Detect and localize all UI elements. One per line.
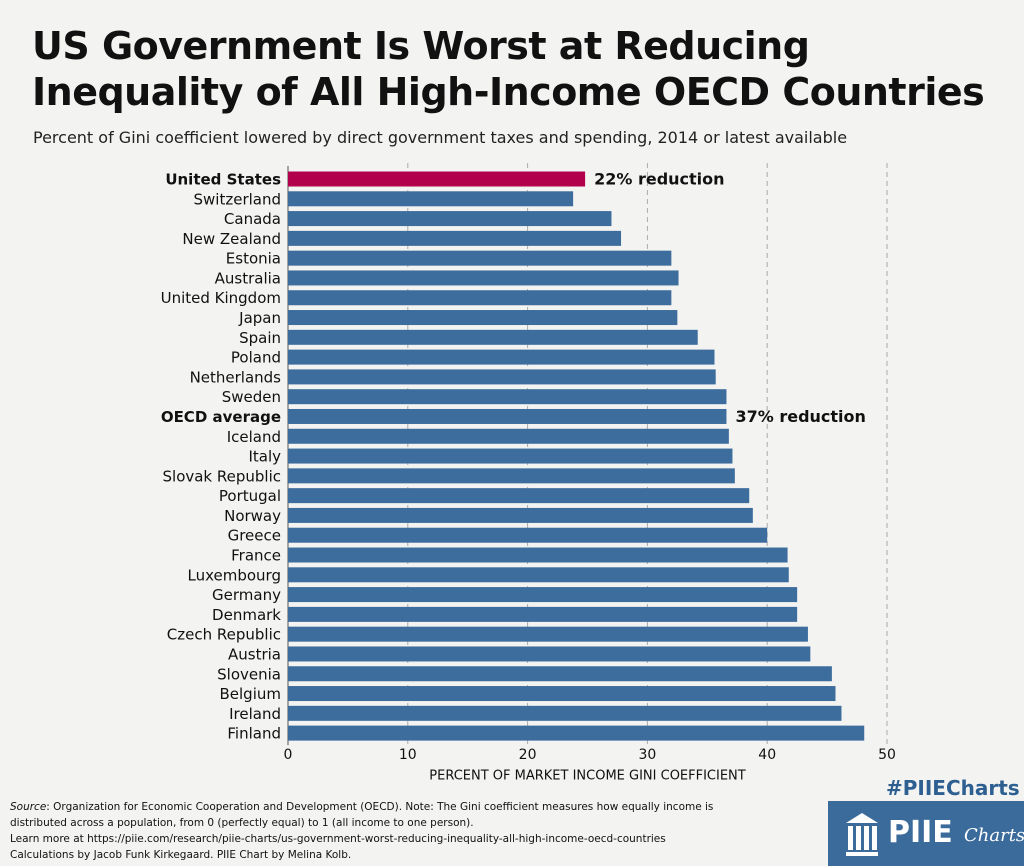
- bar: [288, 408, 727, 424]
- y-tick-label: Spain: [239, 329, 281, 347]
- x-tick-label: 0: [284, 747, 293, 763]
- y-tick-label: Luxembourg: [188, 566, 282, 584]
- y-tick-label: Estonia: [226, 250, 281, 268]
- x-tick-label: 40: [758, 747, 776, 763]
- footer-text: : Organization for Economic Cooperation …: [46, 801, 714, 813]
- bar: [288, 270, 679, 286]
- bar: [288, 606, 798, 622]
- y-tick-label: Canada: [224, 210, 281, 228]
- bar: [288, 211, 612, 227]
- x-axis-label: PERCENT OF MARKET INCOME GINI COEFFICIEN…: [429, 769, 746, 784]
- bar: [288, 666, 832, 682]
- y-tick-label: Germany: [212, 586, 281, 604]
- y-tick-label: Italy: [248, 448, 281, 466]
- footer-line: distributed across a population, from 0 …: [10, 817, 474, 829]
- bar: [288, 527, 768, 543]
- bar: [288, 310, 678, 326]
- bar: [288, 428, 729, 444]
- bar: [288, 448, 733, 464]
- bar: [288, 349, 715, 365]
- y-tick-label: Netherlands: [190, 368, 282, 386]
- y-tick-label: Belgium: [220, 685, 282, 703]
- y-tick-label: Ireland: [229, 705, 281, 723]
- y-tick-label: Denmark: [212, 606, 281, 624]
- y-tick-label: Portugal: [219, 487, 281, 505]
- logo-suffix: Charts: [964, 825, 1024, 846]
- footer-line: Calculations by Jacob Funk Kirkegaard. P…: [10, 849, 352, 861]
- y-tick-label: United States: [165, 171, 281, 189]
- y-tick-label: Austria: [228, 645, 281, 663]
- y-tick-label: Australia: [215, 269, 281, 287]
- annotation: 22% reduction: [594, 170, 724, 189]
- y-tick-label: Greece: [228, 527, 281, 545]
- y-tick-label: Switzerland: [194, 190, 282, 208]
- bar: [288, 507, 753, 523]
- bar: [288, 567, 789, 583]
- y-tick-label: Slovak Republic: [163, 467, 282, 485]
- footer-line: Source: Organization for Economic Cooper…: [10, 799, 713, 815]
- y-tick-label: Sweden: [222, 388, 281, 406]
- bar: [288, 468, 735, 484]
- bar: [288, 191, 574, 207]
- x-tick-label: 10: [399, 747, 417, 763]
- y-tick-label: Czech Republic: [167, 626, 281, 644]
- bar: [288, 389, 727, 405]
- y-tick-label: Finland: [227, 725, 281, 743]
- y-tick-label: Norway: [224, 507, 281, 525]
- hashtag: #PIIECharts: [886, 776, 1020, 800]
- footer-line: Learn more at https://piie.com/research/…: [10, 833, 666, 845]
- title-line: Inequality of All High-Income OECD Count…: [32, 70, 985, 114]
- y-tick-label: United Kingdom: [161, 289, 281, 307]
- title-line: US Government Is Worst at Reducing: [32, 24, 810, 68]
- logo-name: PIIE: [888, 815, 953, 850]
- bar: [288, 725, 865, 741]
- bar: [288, 626, 808, 642]
- bar: [288, 329, 698, 345]
- bar: [288, 488, 750, 504]
- bar: [288, 290, 672, 306]
- bar: [288, 230, 622, 246]
- bar: [288, 547, 788, 563]
- y-tick-label: France: [231, 547, 281, 565]
- x-tick-label: 20: [519, 747, 537, 763]
- y-tick-label: OECD average: [161, 408, 281, 426]
- bar: [288, 587, 798, 603]
- bar: [288, 646, 811, 662]
- bar: [288, 369, 716, 385]
- footer: Source: Organization for Economic Cooper…: [10, 799, 713, 863]
- subtitle: Percent of Gini coefficient lowered by d…: [33, 128, 848, 147]
- y-tick-label: Poland: [231, 349, 281, 367]
- y-tick-label: Japan: [238, 309, 281, 327]
- logo: PIIE Charts: [828, 801, 1024, 866]
- annotation: 37% reduction: [735, 407, 865, 426]
- y-tick-label: Slovenia: [217, 665, 281, 683]
- bar: [288, 250, 672, 266]
- y-tick-label: New Zealand: [182, 230, 281, 248]
- bar: [288, 171, 586, 187]
- logo-icon: [846, 813, 878, 856]
- y-tick-label: Iceland: [227, 428, 281, 446]
- x-tick-label: 30: [638, 747, 656, 763]
- source-label: Source: [10, 801, 47, 813]
- x-tick-label: 50: [878, 747, 896, 763]
- bar: [288, 686, 836, 702]
- bar: [288, 705, 842, 721]
